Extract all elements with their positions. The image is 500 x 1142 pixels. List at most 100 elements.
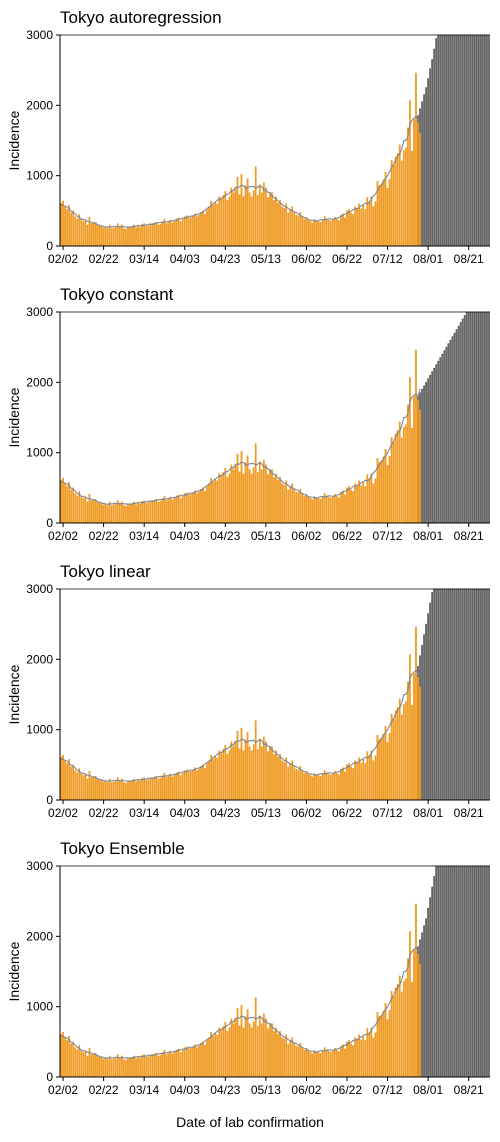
observed-bar [402, 150, 405, 247]
observed-bar [92, 499, 95, 524]
observed-bar [159, 224, 162, 247]
projection-bar [427, 613, 429, 801]
observed-bar [400, 437, 403, 524]
observed-bar [198, 1045, 200, 1078]
observed-bar [220, 198, 223, 247]
y-tick-label: 2000 [26, 929, 53, 943]
observed-bar [348, 486, 350, 524]
observed-bar [356, 761, 359, 801]
observed-bar [175, 495, 178, 524]
observed-bar [120, 224, 123, 247]
observed-bar [289, 763, 292, 801]
observed-bar [153, 222, 156, 247]
observed-bar [317, 775, 320, 801]
observed-bar [305, 217, 308, 247]
observed-bar [129, 780, 131, 801]
observed-bar [394, 433, 397, 524]
observed-bar [309, 775, 312, 801]
projection-bar [476, 588, 478, 801]
observed-bar [358, 1034, 361, 1078]
observed-bar [354, 483, 356, 524]
observed-bar [342, 213, 344, 247]
observed-bar [384, 1002, 387, 1078]
observed-bar [189, 1048, 192, 1078]
observed-bar [183, 216, 186, 247]
observed-bar [344, 771, 346, 801]
observed-bar [222, 749, 225, 801]
observed-bar [342, 490, 344, 524]
projection-bar [467, 588, 470, 801]
observed-bar [204, 214, 206, 247]
observed-bar [295, 491, 298, 524]
projection-bar [445, 346, 448, 524]
projection-bar [488, 311, 490, 524]
observed-bar [163, 219, 166, 247]
projection-bar [473, 311, 476, 524]
observed-bar [120, 1055, 123, 1078]
y-tick-label: 1000 [26, 169, 53, 183]
x-tick-label: 05/13 [251, 529, 281, 543]
observed-bar [281, 483, 283, 524]
observed-bar [141, 1055, 144, 1078]
observed-bar [139, 503, 141, 524]
observed-bar [191, 769, 194, 801]
observed-bar [226, 200, 229, 247]
observed-bar [238, 1025, 241, 1078]
observed-bar [74, 770, 77, 801]
observed-bar [238, 748, 241, 801]
observed-bar [364, 486, 367, 524]
observed-bar [269, 1023, 271, 1078]
observed-bar [313, 773, 316, 801]
observed-bar [352, 491, 354, 524]
observed-bar [177, 771, 180, 801]
projection-bar [429, 897, 431, 1078]
observed-bar [226, 754, 229, 801]
observed-bar [333, 494, 336, 524]
observed-bar [335, 496, 338, 524]
projection-bar [463, 315, 466, 524]
x-tick-label: 02/02 [48, 529, 78, 543]
observed-bar [210, 200, 212, 247]
observed-bar [64, 1037, 66, 1078]
observed-bar [98, 503, 101, 524]
observed-bar [350, 212, 352, 247]
observed-bar [102, 781, 105, 801]
observed-bar [78, 214, 81, 247]
observed-bar [131, 1057, 133, 1078]
observed-bar [68, 482, 70, 524]
observed-bar [313, 496, 316, 524]
observed-bar [106, 782, 109, 801]
observed-bar [147, 502, 150, 524]
projection-bar [463, 34, 466, 247]
observed-bar [104, 226, 107, 247]
observed-bar [415, 903, 417, 1078]
observed-bar [62, 1031, 64, 1078]
observed-bar [228, 1027, 231, 1078]
observed-bar [106, 1059, 109, 1078]
observed-bar [114, 1057, 117, 1078]
observed-bar [305, 494, 308, 524]
observed-bar [364, 763, 367, 801]
observed-bar [165, 1054, 168, 1078]
observed-bar [220, 475, 223, 524]
observed-bar [139, 1057, 141, 1078]
observed-bar [250, 196, 253, 247]
observed-bar [323, 216, 326, 247]
observed-bar [386, 465, 389, 524]
observed-bar [100, 502, 103, 524]
observed-bar [329, 220, 332, 247]
observed-bar [90, 223, 93, 247]
observed-bar [76, 1049, 79, 1078]
observed-bar [141, 224, 144, 247]
observed-bar [60, 756, 62, 801]
observed-bar [90, 1054, 93, 1078]
observed-bar [90, 500, 93, 524]
y-axis-label: Incidence [6, 110, 22, 170]
projection-bar [425, 623, 427, 801]
observed-bar [167, 498, 170, 524]
observed-bar [151, 1054, 154, 1078]
observed-bar [275, 196, 277, 247]
observed-bar [271, 1023, 273, 1078]
observed-bar [258, 461, 261, 524]
observed-bar [358, 757, 361, 801]
